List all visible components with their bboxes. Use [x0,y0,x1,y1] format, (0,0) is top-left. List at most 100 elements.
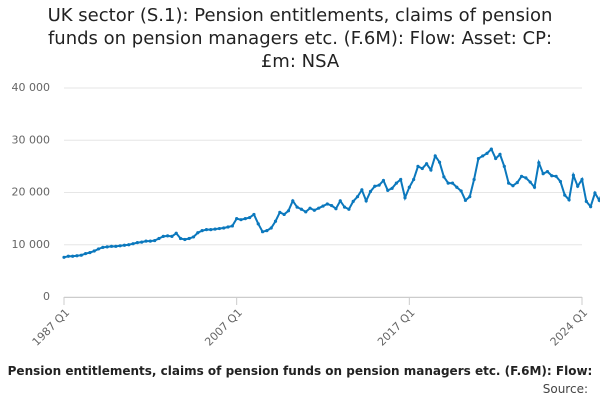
legend-entry: Pension entitlements, claims of pension … [7,364,593,378]
chart-title: UK sector (S.1): Pension entitlements, c… [47,5,553,72]
point [373,184,377,188]
x-tick-label: 2007 Q1 [202,306,245,349]
point [407,185,411,189]
point [437,160,442,164]
point [485,151,489,155]
point [101,245,105,249]
point [498,152,502,156]
point [248,215,252,220]
point [122,243,127,247]
x-tick-label: 2024 Q1 [548,306,591,349]
point [269,226,273,230]
point [360,188,364,192]
point [567,198,571,202]
point [312,208,316,212]
point [204,227,209,232]
point [442,175,446,179]
point [75,254,79,258]
point [334,207,338,211]
point [433,154,437,158]
point [463,198,468,202]
point [476,156,480,161]
point [429,168,433,172]
point [178,236,183,241]
point [282,212,286,217]
point [550,174,554,178]
point [230,224,234,228]
point [291,199,295,203]
point [118,244,122,248]
point [489,147,493,151]
point [170,234,174,238]
point [511,184,515,188]
point [304,210,308,214]
point [446,181,450,185]
point [222,226,226,230]
point [507,181,511,185]
point [532,185,537,189]
point [528,180,532,184]
point [390,186,394,190]
point [459,189,463,193]
point [589,205,593,209]
point [209,227,213,232]
point [153,238,157,243]
point [545,170,550,174]
point [342,205,347,209]
point [161,234,165,238]
point [273,219,278,223]
source: Source: [542,382,588,396]
point [131,242,135,246]
point [584,199,588,203]
y-tick-label: 0 [43,290,50,303]
point [338,199,342,203]
point [109,244,114,248]
point [166,234,170,238]
x-tick-label: 2017 Q1 [375,306,418,349]
point [92,249,96,253]
point [239,218,243,222]
point [135,241,139,245]
point [416,164,420,168]
y-tick-label: 20 000 [12,186,51,199]
point [196,231,200,235]
point [256,222,260,226]
point [403,196,407,200]
line [63,147,600,259]
point [278,210,282,214]
point [321,204,325,208]
point [355,195,360,199]
point [191,235,196,239]
point [114,244,118,248]
point [295,205,299,209]
point [455,185,459,189]
point [597,198,600,202]
y-tick-label: 30 000 [12,133,51,146]
point [494,156,498,161]
point [317,206,321,210]
point [519,174,524,178]
point [576,184,580,188]
point [330,203,334,208]
point [580,177,584,182]
point [412,177,416,182]
point [299,207,304,211]
point [144,239,148,243]
point [394,181,398,185]
point [563,193,567,197]
point [420,166,424,171]
point [71,254,75,258]
point [226,225,230,229]
point [351,199,355,203]
point [364,199,368,203]
point [399,177,403,182]
point [450,181,455,185]
point [515,180,519,185]
point [213,227,217,231]
point [308,206,312,210]
point [265,229,269,233]
point [62,255,66,259]
point [368,189,373,194]
